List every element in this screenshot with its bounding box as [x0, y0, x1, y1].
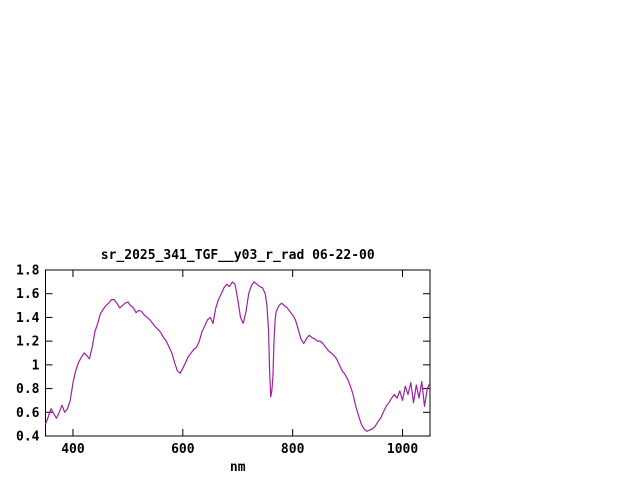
y-tick-label: 1.8 — [16, 264, 40, 279]
y-tick-label: 1.6 — [16, 287, 40, 302]
y-tick-label: 1 — [32, 358, 40, 373]
spectrum-line — [44, 281, 431, 432]
y-tick-label: 0.8 — [16, 382, 40, 397]
spectrum-chart: sr_2025_341_TGF__y03_r_rad 06-22-00 nm 4… — [10, 243, 450, 478]
y-tick-label: 1.2 — [16, 335, 39, 350]
y-tick-label: 1.4 — [16, 311, 40, 326]
x-tick-label: 800 — [281, 442, 305, 457]
plot-border — [45, 269, 431, 437]
x-tick-label: 1000 — [387, 442, 418, 457]
chart-canvas: sr_2025_341_TGF__y03_r_rad 06-22-00 nm 4… — [16, 248, 431, 475]
x-axis-label: nm — [230, 460, 246, 475]
chart-title: sr_2025_341_TGF__y03_r_rad 06-22-00 — [101, 248, 375, 263]
y-tick-label: 0.6 — [16, 406, 40, 421]
x-tick-label: 600 — [171, 442, 195, 457]
x-tick-label: 400 — [61, 442, 85, 457]
y-tick-label: 0.4 — [16, 430, 40, 445]
